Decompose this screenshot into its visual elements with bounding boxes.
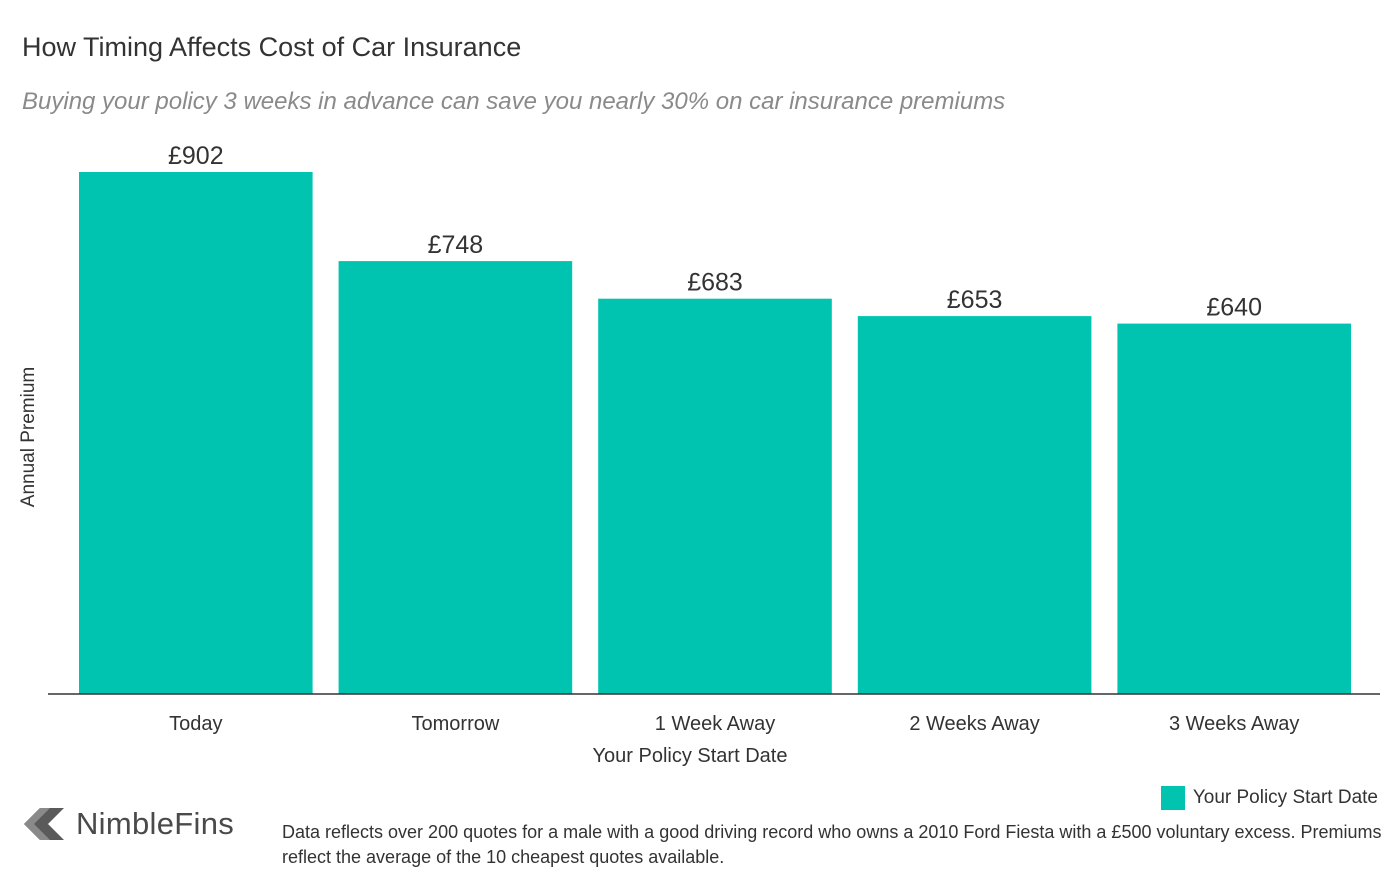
- value-label-2: £683: [687, 269, 743, 297]
- chart-title: How Timing Affects Cost of Car Insurance: [22, 32, 522, 62]
- value-label-3: £653: [947, 286, 1003, 314]
- x-tick-label-2: 1 Week Away: [655, 713, 775, 735]
- value-label-1: £748: [428, 231, 484, 259]
- bar-0: [79, 172, 313, 694]
- footnote: Data reflects over 200 quotes for a male…: [282, 822, 1382, 867]
- x-tick-label-0: Today: [169, 713, 222, 735]
- y-axis-label: Annual Premium: [18, 366, 39, 508]
- value-label-0: £902: [168, 142, 224, 170]
- brand-name: NimbleFins: [76, 806, 235, 841]
- legend-label: Your Policy Start Date: [1192, 787, 1378, 808]
- bars-group: [79, 172, 1351, 694]
- legend: Your Policy Start Date: [1160, 786, 1378, 810]
- bar-1: [338, 261, 573, 694]
- value-label-4: £640: [1206, 294, 1262, 322]
- chevron-left-icon: [24, 808, 64, 840]
- x-tick-labels-group: Today Tomorrow 1 Week Away 2 Weeks Away 3 We…: [169, 713, 1299, 735]
- value-labels-group: £902 £748 £683 £653 £640: [168, 142, 1262, 322]
- x-tick-label-1: Tomorrow: [412, 713, 500, 735]
- bar-2: [598, 298, 832, 694]
- legend-swatch: [1160, 786, 1185, 810]
- bar-3: [857, 316, 1092, 694]
- x-axis-label: Your Policy Start Date: [592, 745, 788, 767]
- chart-subtitle: Buying your policy 3 weeks in advance ca…: [22, 88, 1006, 115]
- x-tick-label-3: 2 Weeks Away: [909, 713, 1039, 735]
- bar-4: [1117, 323, 1351, 694]
- brand-logo: NimbleFins: [20, 806, 234, 842]
- x-tick-label-4: 3 Weeks Away: [1169, 713, 1299, 735]
- y-axis-label-container: Annual Premium: [18, 352, 40, 522]
